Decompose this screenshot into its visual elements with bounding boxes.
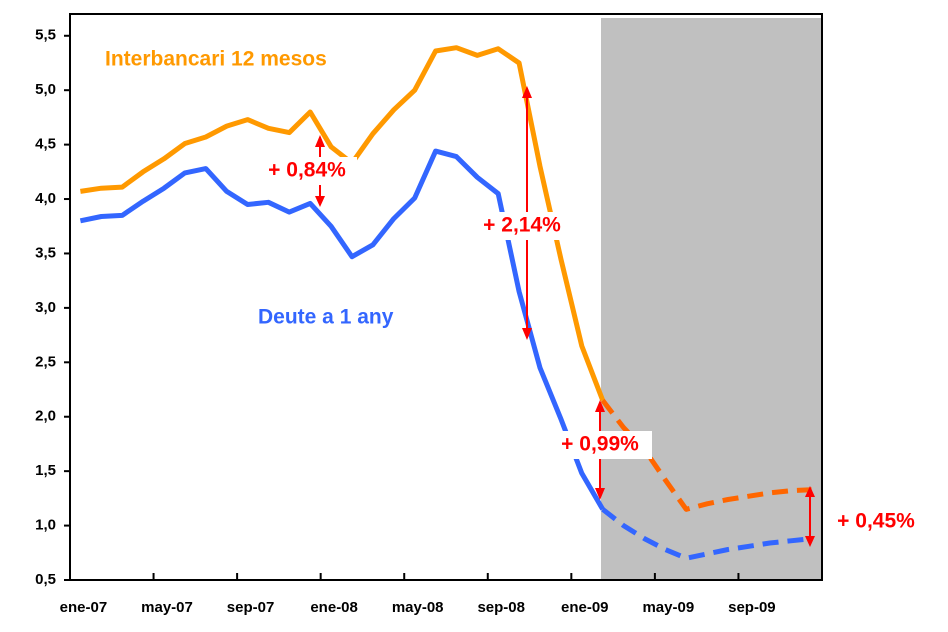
y-tick-label: 1,0 <box>35 517 56 534</box>
x-tick-label: may-07 <box>141 599 193 616</box>
x-tick-label: sep-07 <box>227 599 275 616</box>
forecast-shade <box>601 18 822 580</box>
series-label: Deute a 1 any <box>258 306 394 329</box>
series-line <box>601 507 812 561</box>
y-tick-label: 3,5 <box>35 244 56 261</box>
y-tick-label: 4,5 <box>35 136 56 153</box>
y-tick-label: 5,5 <box>35 27 56 44</box>
annotation: + 2,14% <box>483 214 561 237</box>
series-line <box>80 45 606 402</box>
y-tick-label: 1,5 <box>35 462 56 479</box>
series-label: Interbancari 12 mesos <box>105 48 327 71</box>
annotation-bg <box>470 212 576 240</box>
x-tick-label: sep-08 <box>477 599 525 616</box>
x-tick-label: ene-07 <box>60 599 108 616</box>
x-tick-label: may-09 <box>642 599 694 616</box>
y-tick-label: 0,5 <box>35 571 56 588</box>
y-tick-label: 3,0 <box>35 299 56 316</box>
annotation: + 0,84% <box>268 159 346 182</box>
annotation: + 0,99% <box>561 433 639 456</box>
y-tick-label: 5,0 <box>35 81 56 98</box>
y-tick-label: 4,0 <box>35 190 56 207</box>
annotation-bg <box>548 431 652 459</box>
x-tick-label: ene-09 <box>561 599 609 616</box>
series-line <box>79 148 605 511</box>
x-tick-label: may-08 <box>392 599 444 616</box>
x-tick-label: ene-08 <box>310 599 358 616</box>
y-tick-label: 2,5 <box>35 353 56 370</box>
plot-frame <box>69 13 823 581</box>
x-tick-label: sep-09 <box>728 599 776 616</box>
annotation-bg <box>255 157 357 185</box>
y-tick-label: 2,0 <box>35 408 56 425</box>
annotation: + 0,45% <box>837 510 915 533</box>
